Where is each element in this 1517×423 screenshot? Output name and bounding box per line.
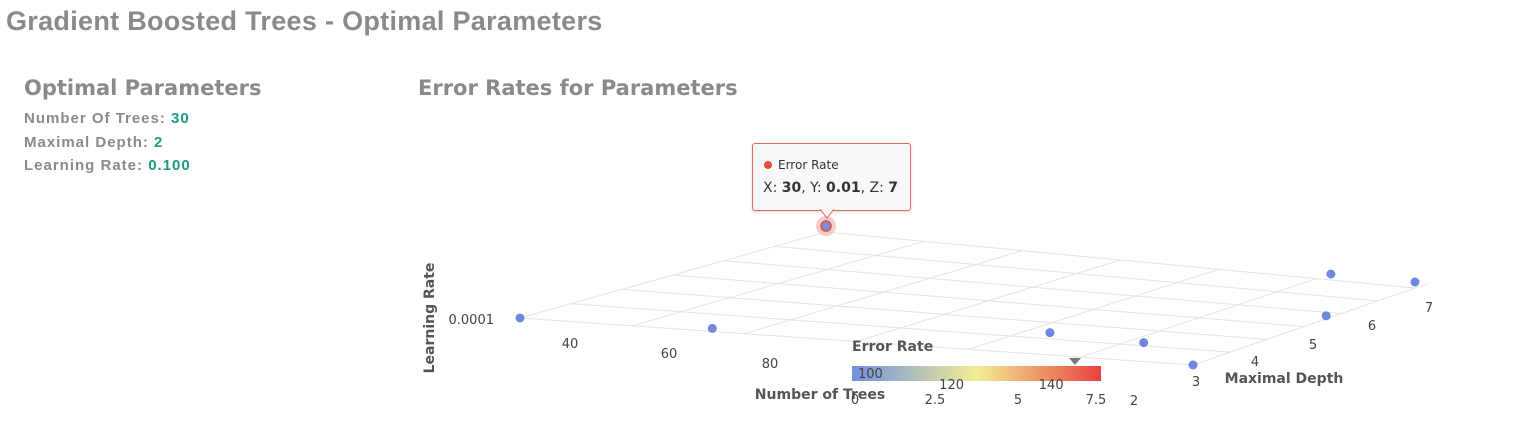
color-axis-title: Error Rate: [852, 339, 933, 355]
series-dot-icon: [764, 161, 772, 169]
param-maximal-depth: Maximal Depth: 2: [24, 134, 163, 151]
data-point: [1326, 269, 1336, 279]
chart-floor-grid: [519, 231, 1428, 366]
color-axis-marker-icon: [1069, 358, 1081, 365]
tooltip-y-label: Y:: [810, 180, 822, 196]
param-number-of-trees: Number Of Trees: 30: [24, 110, 190, 127]
grid-line: [1414, 283, 1428, 289]
z-tick-label: 7: [1425, 301, 1433, 316]
z-tick-label: 3: [1192, 375, 1200, 390]
tooltip-y-value: 0.01: [826, 180, 861, 196]
chart-tick-labels: 40 60 80 0.0001 2 3 4 5 6 7 Number of Trees Maximal…: [422, 263, 1433, 409]
data-point-highlighted: [820, 220, 832, 232]
tooltip-series: Error Rate: [778, 158, 839, 172]
data-point: [1188, 360, 1198, 370]
data-point: [1410, 277, 1420, 287]
y-axis-title: Learning Rate: [422, 263, 438, 374]
extra-tick-label: 7.5: [1086, 393, 1107, 408]
tooltip-arrow-icon: [820, 209, 834, 219]
y-tick-label: 0.0001: [449, 313, 495, 328]
extra-tick-label: 2.5: [925, 393, 946, 408]
param-value: 30: [171, 110, 190, 127]
data-point: [707, 323, 717, 333]
tooltip-z-label: Z:: [869, 180, 884, 196]
data-point: [1321, 311, 1331, 321]
extra-tick-label: 0: [851, 393, 859, 408]
z-tick-label: 4: [1251, 355, 1259, 370]
tooltip-x-value: 30: [781, 180, 802, 196]
grid-line: [1192, 287, 1416, 366]
color-axis-tick: 100: [858, 367, 883, 382]
grid-line: [774, 245, 1379, 302]
chart-title: Error Rates for Parameters: [418, 76, 738, 100]
optimal-parameters-title: Optimal Parameters: [24, 76, 262, 100]
tooltip: Error Rate X: 30, Y: 0.01, Z: 7: [752, 143, 911, 211]
z-tick-label: 5: [1309, 338, 1317, 353]
tooltip-x-label: X:: [763, 180, 778, 196]
color-axis-tick: 120: [939, 378, 964, 393]
param-learning-rate: Learning Rate: 0.100: [24, 157, 191, 174]
tooltip-values: X: 30, Y: 0.01, Z: 7: [763, 180, 898, 196]
extra-tick-label: 5: [1014, 393, 1022, 408]
grid-line: [1080, 278, 1317, 358]
color-axis-bar: [852, 366, 1101, 381]
color-axis: Error Rate 100 120 140: [852, 339, 1101, 393]
param-label: Number Of Trees:: [24, 110, 166, 127]
z-tick-label: 2: [1130, 394, 1138, 409]
color-axis-tick: 140: [1039, 378, 1064, 393]
x-axis-title: Number of Trees: [755, 387, 885, 403]
grid-line: [825, 231, 1416, 289]
x-tick-label: 60: [661, 347, 678, 362]
param-value: 2: [154, 134, 164, 151]
tooltip-z-value: 7: [888, 180, 898, 196]
x-tick-label: 80: [762, 357, 779, 372]
z-axis-title: Maximal Depth: [1225, 371, 1344, 387]
chart-points: [515, 216, 1420, 370]
param-label: Learning Rate:: [24, 157, 144, 174]
param-value: 0.100: [148, 157, 191, 174]
data-point: [515, 313, 525, 323]
data-point: [1045, 328, 1055, 338]
x-tick-label: 40: [562, 337, 579, 352]
z-tick-label: 6: [1368, 319, 1376, 334]
param-label: Maximal Depth:: [24, 134, 149, 151]
page-title: Gradient Boosted Trees - Optimal Paramet…: [6, 6, 603, 36]
grid-line: [968, 268, 1219, 350]
data-point: [1139, 338, 1149, 348]
